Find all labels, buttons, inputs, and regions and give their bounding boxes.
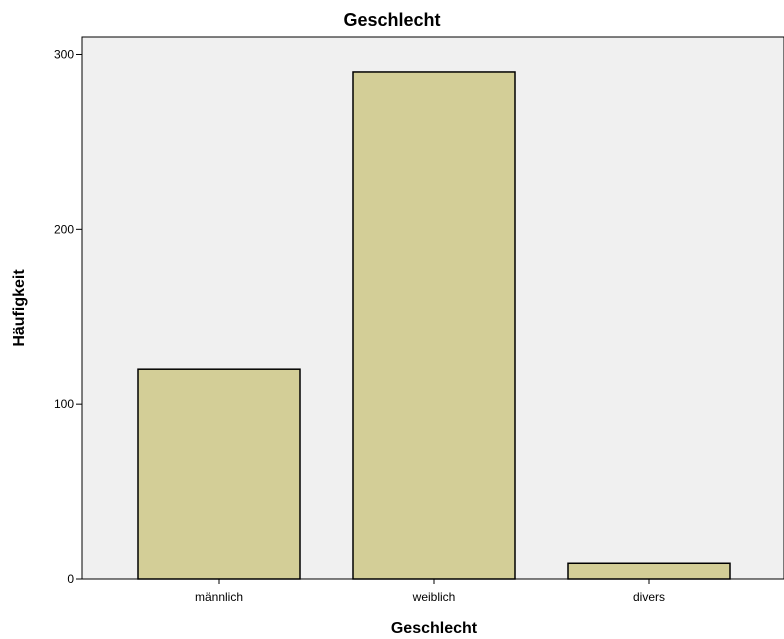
chart-title: Geschlecht (343, 10, 440, 30)
bar-2 (352, 71, 516, 580)
x-tick-label: weiblich (412, 590, 456, 604)
y-tick-label: 200 (54, 222, 74, 236)
x-axis-ticks: männlich weiblich divers (195, 579, 665, 604)
bar-3 (567, 562, 731, 580)
y-axis-label: Häufigkeit (11, 269, 28, 347)
y-tick-label: 0 (67, 572, 74, 586)
y-tick-label: 300 (54, 47, 74, 61)
x-tick-label: divers (633, 590, 665, 604)
bar-1 (137, 368, 301, 580)
x-tick-label: männlich (195, 590, 243, 604)
x-axis-label: Geschlecht (391, 620, 478, 637)
y-axis-ticks: 0 100 200 300 (54, 47, 82, 586)
y-tick-label: 100 (54, 397, 74, 411)
